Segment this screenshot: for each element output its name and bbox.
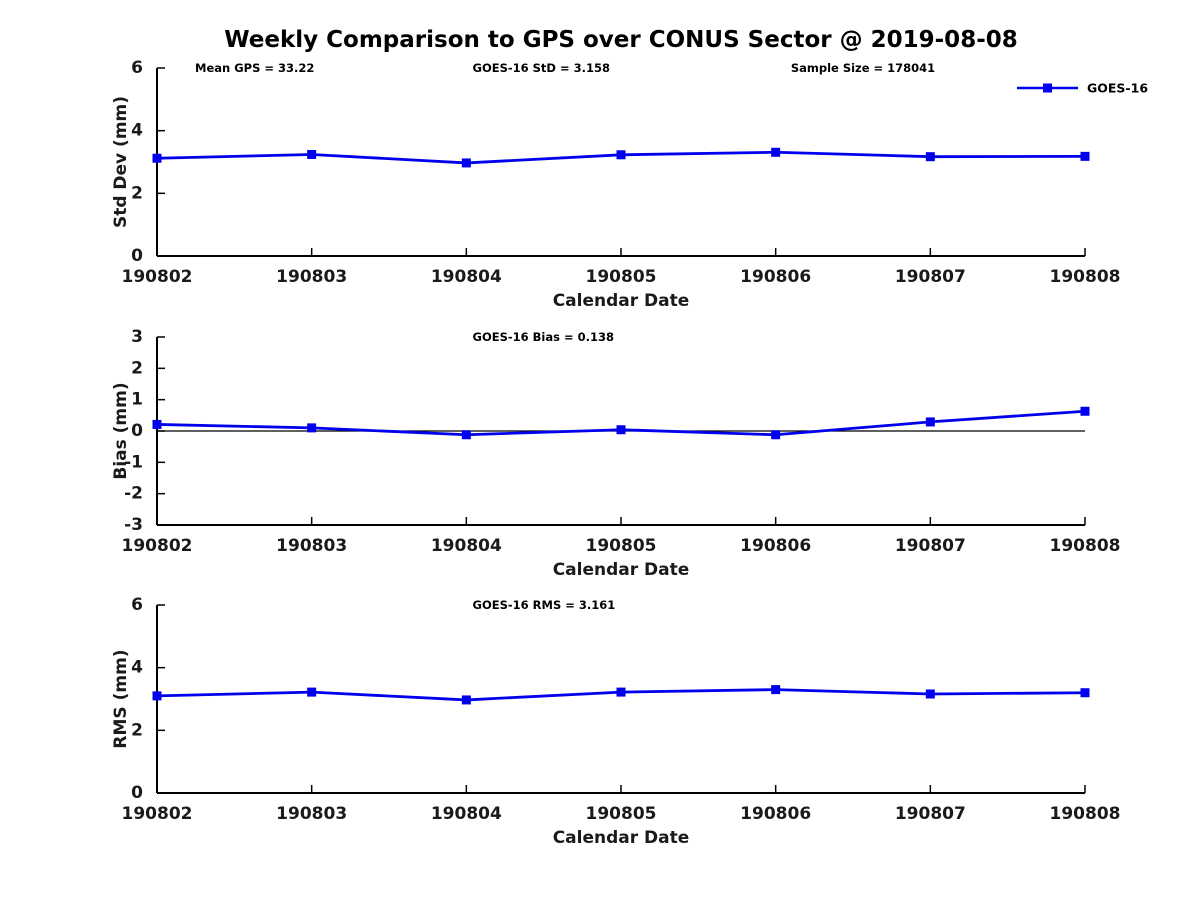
data-point-marker — [152, 691, 162, 701]
data-point-marker — [307, 423, 317, 433]
legend-label: GOES-16 — [1087, 81, 1148, 96]
data-point-marker — [307, 687, 317, 697]
data-point-marker — [461, 158, 471, 168]
x-axis-label: Calendar Date — [553, 291, 690, 311]
data-point-marker — [616, 687, 626, 697]
chart-std-dev: 0 2 4 6 190802 190803 190804 190805 190806 190807… — [111, 58, 1148, 311]
x-tick-label: 190807 — [895, 536, 966, 556]
y-tick-label: 1 — [131, 390, 143, 410]
data-point-marker — [925, 689, 935, 699]
data-point-marker — [925, 417, 935, 427]
x-tick-label: 190806 — [740, 267, 811, 287]
chart-rms: 0 2 4 6 190802 190803 190804 190805 190806 190807… — [111, 595, 1120, 848]
data-point-marker — [1080, 151, 1090, 161]
y-tick-label: 2 — [131, 720, 143, 740]
x-tick-label: 190803 — [276, 267, 347, 287]
x-tick-label: 190802 — [122, 267, 193, 287]
x-axis-label: Calendar Date — [553, 828, 690, 848]
y-axis-label: RMS (mm) — [111, 649, 131, 748]
y-tick-label: 2 — [131, 358, 143, 378]
x-tick-label: 190807 — [895, 804, 966, 824]
y-tick-label: 0 — [131, 246, 143, 266]
data-point-marker — [461, 430, 471, 440]
y-tick-label: 0 — [131, 421, 143, 441]
x-tick-label: 190805 — [586, 536, 657, 556]
y-tick-label: 4 — [131, 121, 143, 141]
y-tick-label: 0 — [131, 783, 143, 803]
data-point-marker — [1080, 406, 1090, 416]
x-tick-label: 190808 — [1050, 804, 1121, 824]
annotation-text: Mean GPS = 33.22 — [195, 61, 314, 75]
data-point-marker — [152, 419, 162, 429]
x-tick-label: 190803 — [276, 536, 347, 556]
data-point-marker — [307, 149, 317, 159]
x-tick-label: 190806 — [740, 804, 811, 824]
data-point-marker — [461, 695, 471, 705]
y-tick-label: -1 — [124, 452, 143, 472]
data-point-marker — [925, 152, 935, 162]
data-point-marker — [616, 425, 626, 435]
annotation-text: GOES-16 StD = 3.158 — [473, 61, 610, 75]
y-tick-label: 6 — [131, 595, 143, 615]
x-tick-label: 190802 — [122, 804, 193, 824]
y-tick-label: 4 — [131, 658, 143, 678]
y-tick-label: -2 — [124, 484, 143, 504]
x-tick-label: 190807 — [895, 267, 966, 287]
legend-marker — [1043, 83, 1052, 93]
data-point-marker — [771, 430, 781, 440]
data-point-marker — [152, 153, 162, 163]
x-tick-label: 190808 — [1050, 536, 1121, 556]
x-tick-label: 190805 — [586, 804, 657, 824]
y-axis-label: Bias (mm) — [111, 382, 131, 479]
data-point-marker — [616, 150, 626, 160]
annotation-text: GOES-16 Bias = 0.138 — [473, 330, 614, 344]
x-tick-label: 190803 — [276, 804, 347, 824]
y-tick-label: 6 — [131, 58, 143, 78]
y-tick-label: 2 — [131, 183, 143, 203]
x-tick-label: 190804 — [431, 536, 502, 556]
x-tick-label: 190804 — [431, 804, 502, 824]
legend: GOES-16 — [1017, 81, 1148, 96]
chart-bias: -3 -2 -1 0 1 2 3 190802 190803 190804 190805 190806… — [111, 327, 1120, 580]
x-tick-label: 190804 — [431, 267, 502, 287]
figure-title: Weekly Comparison to GPS over CONUS Sect… — [224, 27, 1018, 53]
data-point-marker — [771, 685, 781, 695]
data-point-marker — [771, 147, 781, 157]
y-tick-label: -3 — [124, 515, 143, 535]
x-tick-label: 190802 — [122, 536, 193, 556]
x-tick-label: 190808 — [1050, 267, 1121, 287]
annotation-text: GOES-16 RMS = 3.161 — [473, 598, 616, 612]
x-tick-label: 190805 — [586, 267, 657, 287]
x-tick-label: 190806 — [740, 536, 811, 556]
y-tick-label: 3 — [131, 327, 143, 347]
annotation-text: Sample Size = 178041 — [791, 61, 935, 75]
x-axis-label: Calendar Date — [553, 560, 690, 580]
data-point-marker — [1080, 688, 1090, 698]
y-axis-label: Std Dev (mm) — [111, 96, 131, 228]
